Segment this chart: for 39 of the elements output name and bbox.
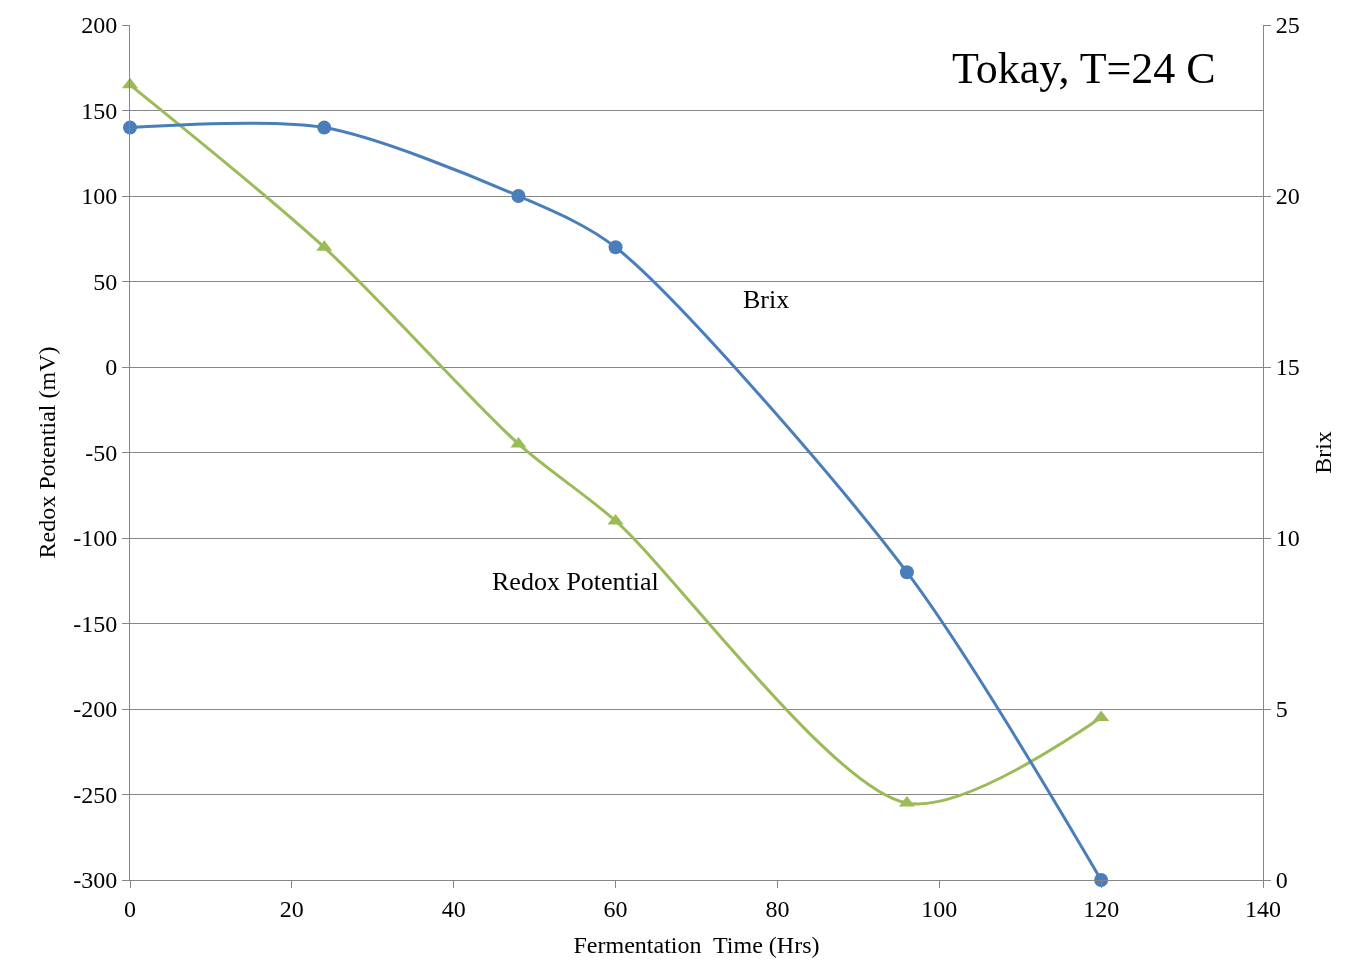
y-tick-label: 0	[105, 354, 118, 381]
y2-axis-title: Brix	[1310, 431, 1337, 474]
x-tick-label: 0	[124, 895, 136, 922]
y-tick-label: -250	[73, 781, 118, 808]
point	[608, 240, 623, 255]
point	[511, 189, 526, 203]
point	[899, 565, 914, 580]
chart-title: Tokay, T=24 C	[952, 44, 1216, 93]
series-label: Brix	[743, 285, 790, 314]
series-label: Redox Potential	[492, 567, 659, 596]
point	[317, 120, 332, 135]
y-tick-label: 200	[81, 12, 118, 39]
x-tick-label: 140	[1245, 895, 1281, 922]
y-tick-label: 150	[81, 97, 118, 124]
y-tick-label: 100	[81, 183, 118, 210]
point	[123, 120, 137, 135]
point	[510, 436, 527, 448]
y-tick-label: -150	[73, 610, 118, 637]
y2-tick-label: 20	[1275, 183, 1300, 210]
y-tick-label: -300	[73, 867, 118, 894]
y2-tick-label: 15	[1275, 354, 1300, 381]
x-tick-label: 60	[603, 895, 628, 922]
y-tick-label: -200	[73, 696, 118, 723]
y2-tick-label: 10	[1275, 525, 1300, 552]
y-tick-label: -50	[85, 439, 118, 466]
x-tick-label: 120	[1083, 895, 1120, 922]
y2-tick-label: 0	[1275, 867, 1288, 894]
x-tick-label: 80	[765, 895, 790, 922]
x-tick-label: 20	[279, 895, 304, 922]
y-tick-label: 50	[93, 268, 118, 295]
point	[607, 513, 624, 525]
x-axis-title: Fermentation Time (Hrs)	[573, 932, 820, 959]
y2-tick-label: 25	[1275, 12, 1300, 39]
y-axis-title: Redox Potential (mV)	[34, 346, 61, 559]
y-tick-label: -100	[73, 525, 118, 552]
x-tick-label: 100	[921, 895, 958, 922]
x-tick-label: 40	[441, 895, 466, 922]
y2-tick-label: 5	[1275, 696, 1288, 723]
point	[1093, 710, 1110, 722]
